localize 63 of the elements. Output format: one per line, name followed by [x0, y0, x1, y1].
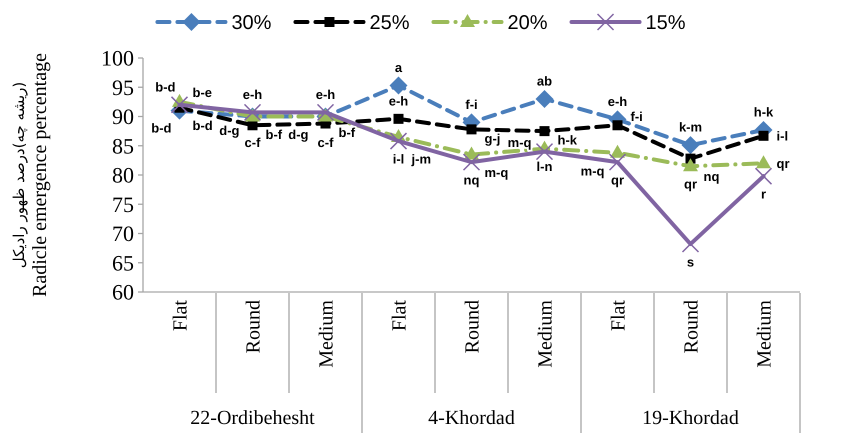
y-tick-label: 60 — [112, 280, 134, 304]
legend-label: 20% — [508, 12, 548, 34]
data-label: b-f — [338, 125, 356, 140]
legend-label: 15% — [646, 12, 686, 34]
data-label: b-f — [266, 126, 282, 142]
text: 19-Khordad — [642, 407, 739, 429]
data-label: r — [760, 186, 766, 202]
data-label: e-h — [316, 87, 336, 102]
y-tick-label: 95 — [112, 74, 134, 100]
data-label: e-h — [388, 93, 408, 108]
data-label: d-g — [288, 126, 308, 142]
data-label: qr — [684, 176, 697, 192]
data-label: d-g — [219, 122, 240, 138]
data-label: j-m — [412, 152, 431, 167]
data-label: b-d — [155, 79, 176, 94]
data-label: l-n — [536, 159, 552, 174]
data-label: qr — [776, 156, 790, 171]
x-tick-label: Medium — [316, 300, 338, 368]
y-tick-label: 70 — [112, 221, 134, 246]
x-tick-label: Flat — [388, 300, 410, 332]
y-tick-label: 80 — [112, 162, 134, 188]
data-label: h-k — [754, 104, 774, 120]
data-label: b-e — [192, 85, 212, 100]
text: 22-Ordibehesht — [190, 407, 316, 429]
y-axis-title: Radicle emergence percentage — [29, 52, 51, 297]
data-label: m-q — [580, 163, 604, 178]
data-label: a — [394, 60, 402, 75]
x-tick-label: Flat — [608, 300, 630, 332]
data-label: m-q — [508, 135, 532, 150]
data-label: h-k — [558, 132, 577, 148]
data-label: g-j — [484, 130, 500, 146]
text: 4-Khordad — [428, 407, 515, 429]
x-tick-label: Medium — [754, 300, 776, 368]
data-label: b-d — [151, 120, 172, 136]
legend-label: 30% — [231, 12, 272, 34]
x-tick-label: Round — [680, 300, 702, 354]
data-label: f-i — [630, 108, 643, 124]
data-label: i-l — [392, 151, 404, 166]
data-label: e-h — [242, 87, 262, 102]
data-label: m-q — [484, 165, 508, 180]
x-tick-label: Round — [242, 300, 264, 354]
data-label: c-f — [244, 135, 260, 150]
x-tick-label: Medium — [534, 300, 556, 368]
data-label: b-d — [192, 118, 213, 134]
data-label: i-l — [776, 128, 788, 144]
data-label: f-i — [465, 96, 478, 112]
data-label: nq — [704, 169, 720, 184]
data-label: ab — [536, 73, 552, 88]
data-label: s — [686, 254, 694, 270]
data-label: k-m — [678, 120, 702, 135]
y-tick-label: 65 — [112, 250, 134, 276]
x-tick-label: Round — [462, 300, 484, 354]
data-label: c-f — [318, 135, 334, 150]
data-label: nq — [464, 172, 480, 188]
y-tick-label: 90 — [112, 104, 134, 129]
x-tick-label: Flat — [170, 300, 192, 332]
y-tick-label: 75 — [112, 192, 134, 217]
legend-label: 25% — [369, 12, 410, 34]
text: (ریشه چه)درصد ظهور رادیکل — [10, 82, 28, 268]
data-label: qr — [611, 172, 624, 188]
data-label: e-h — [608, 94, 628, 109]
y-tick-label: 85 — [112, 133, 134, 158]
y-tick-label: 100 — [101, 46, 134, 70]
